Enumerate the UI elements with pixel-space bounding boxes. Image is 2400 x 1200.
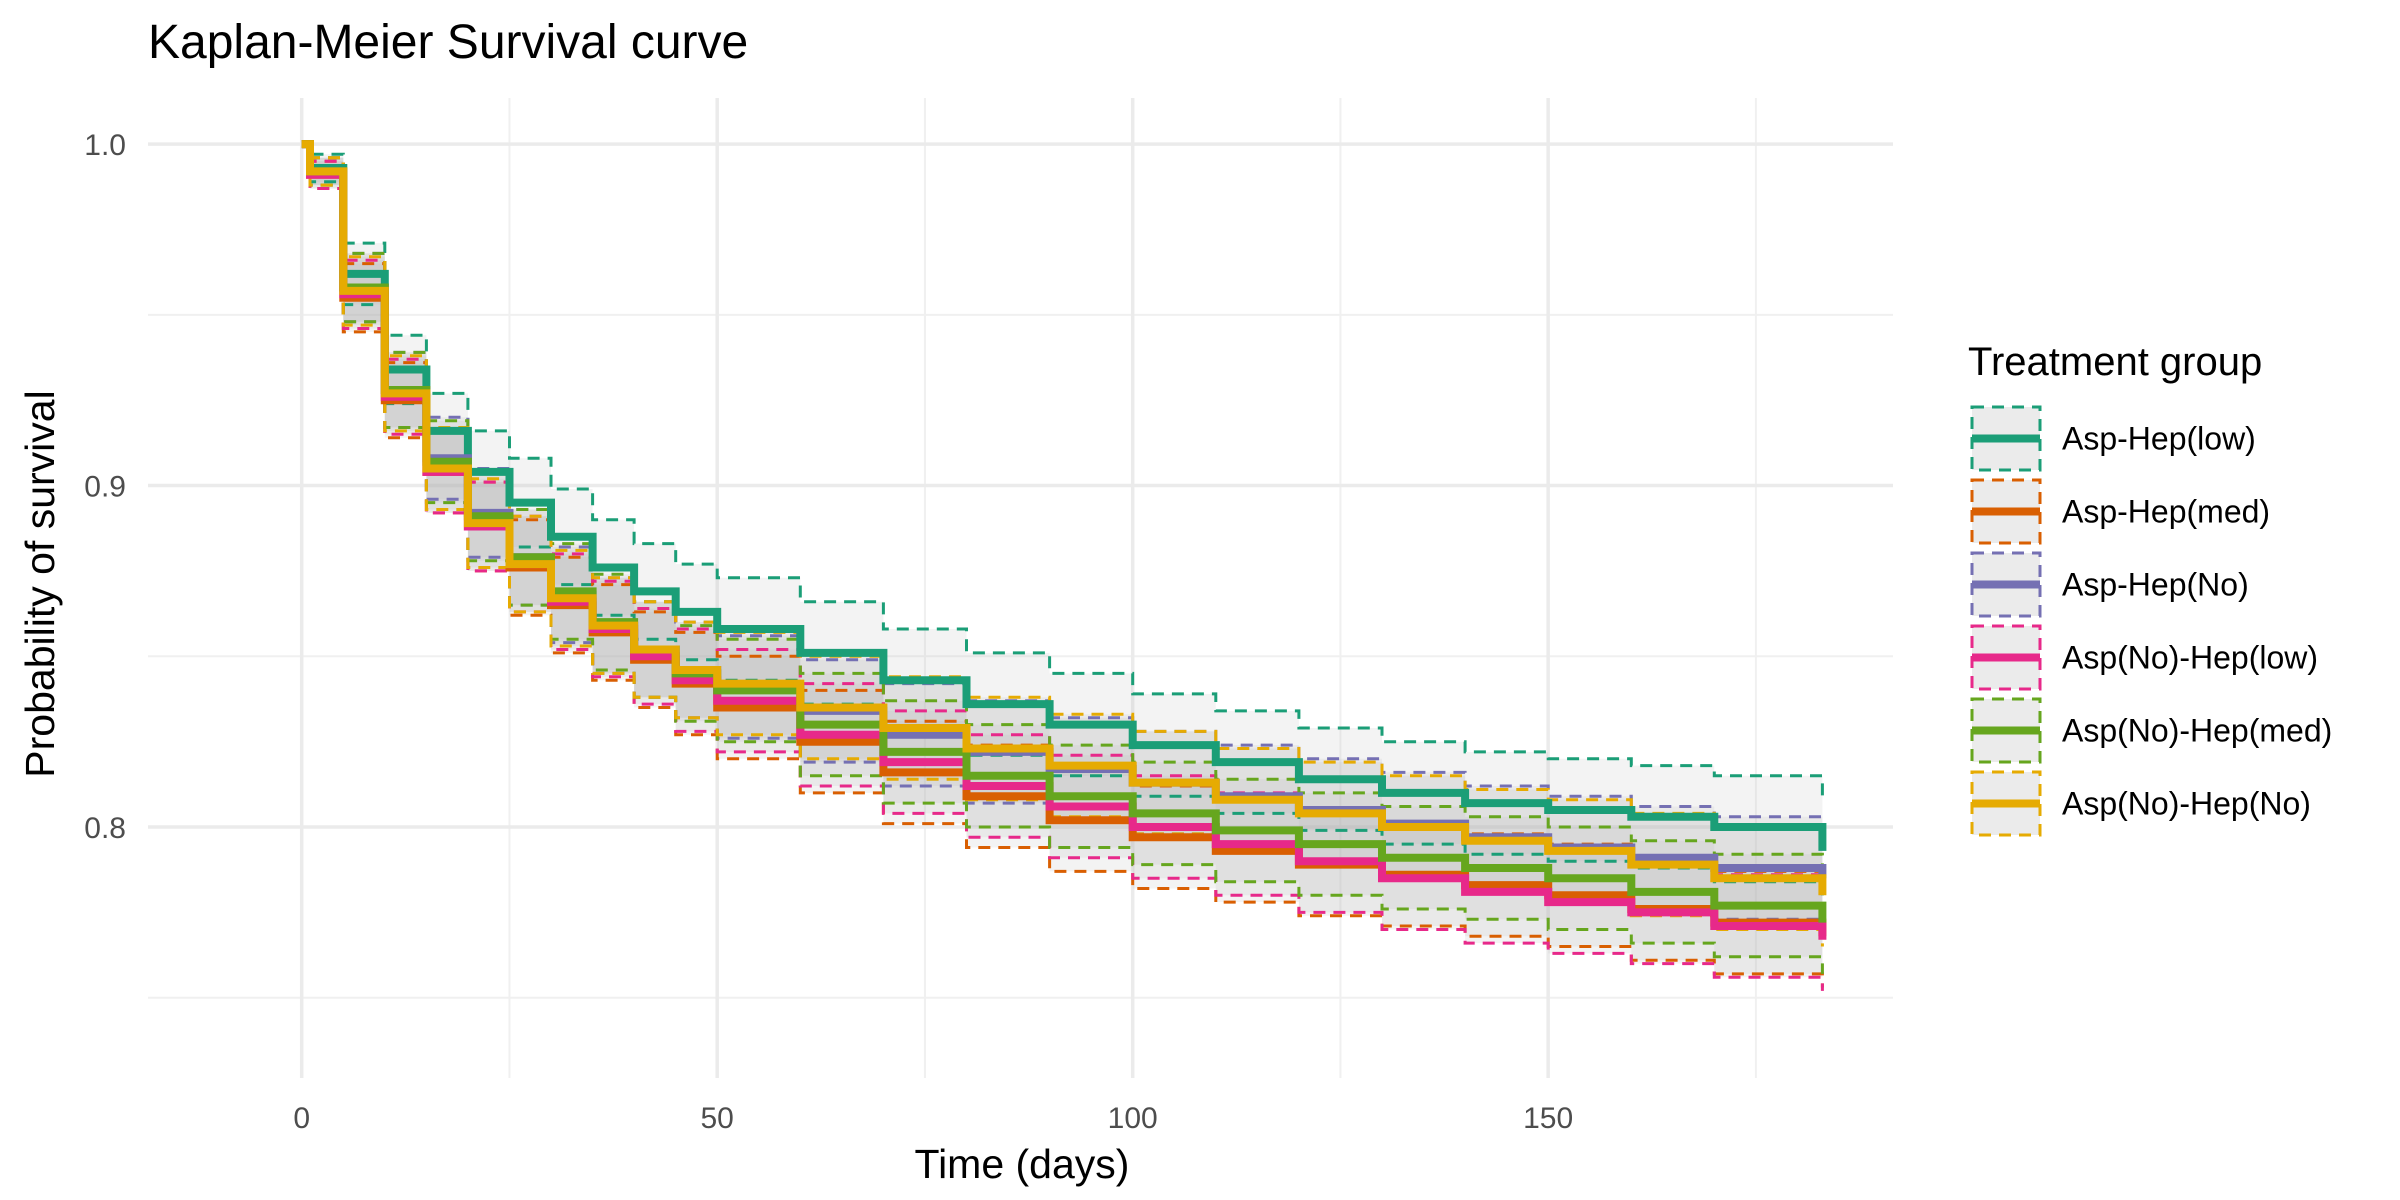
legend: Treatment group Asp-Hep(low) Asp-Hep(med)… (1968, 340, 2332, 837)
y-tick-label: 0.9 (84, 471, 126, 504)
survival-line-6 (301, 140, 1827, 896)
y-tick-label: 0.8 (84, 812, 126, 845)
legend-item: Asp(No)-Hep(med) (1970, 697, 2332, 764)
legend-title: Treatment group (1968, 340, 2262, 384)
legend-label: Asp-Hep(low) (2062, 421, 2256, 457)
legend-item: Asp-Hep(low) (1970, 405, 2256, 472)
legend-item: Asp(No)-Hep(No) (1970, 770, 2311, 837)
legend-label: Asp-Hep(med) (2062, 494, 2270, 530)
chart-title: Kaplan-Meier Survival curve (148, 16, 748, 69)
x-axis-label: Time (days) (915, 1141, 1130, 1187)
x-tick-label: 100 (1108, 1102, 1158, 1135)
y-axis-label: Probability of survival (17, 390, 63, 777)
ci-lower-line-4 (301, 142, 1824, 991)
legend-item: Asp-Hep(No) (1970, 551, 2249, 618)
survival-curves (301, 140, 1827, 940)
legend-label: Asp(No)-Hep(low) (2062, 640, 2318, 676)
ci-lower-line-2 (301, 142, 1824, 988)
legend-item: Asp(No)-Hep(low) (1970, 624, 2318, 691)
axis-ticks: 0 50 100 150 0.8 0.9 1.0 (84, 129, 1573, 1135)
legend-label: Asp-Hep(No) (2062, 567, 2249, 603)
x-tick-label: 150 (1523, 1102, 1573, 1135)
ci-ribbon-1 (301, 144, 1823, 903)
legend-label: Asp(No)-Hep(No) (2062, 786, 2311, 822)
y-tick-label: 1.0 (84, 129, 126, 162)
x-tick-label: 50 (701, 1102, 734, 1135)
legend-item: Asp-Hep(med) (1970, 478, 2270, 545)
ci-upper-line-1 (301, 142, 1824, 800)
x-tick-label: 0 (293, 1102, 310, 1135)
legend-label: Asp(No)-Hep(med) (2062, 713, 2332, 749)
grid-lines (148, 98, 1893, 1078)
